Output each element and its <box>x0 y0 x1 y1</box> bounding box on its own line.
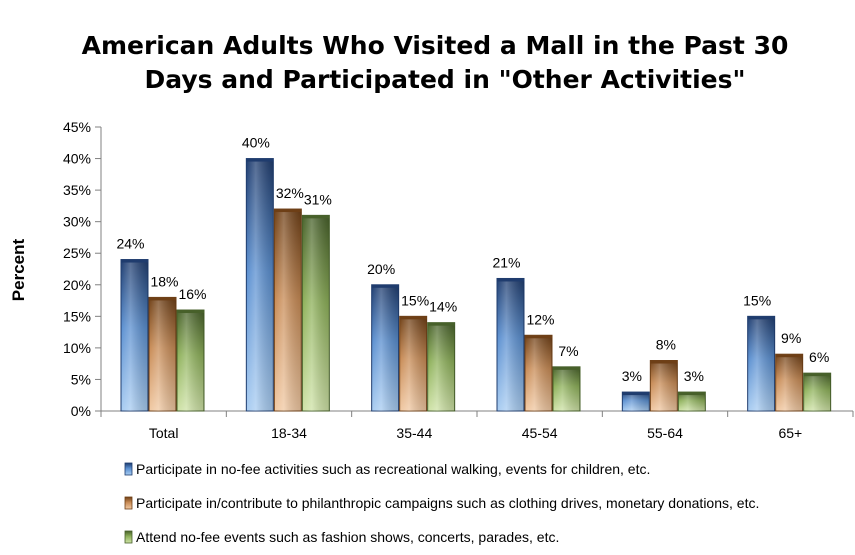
bar <box>496 277 525 412</box>
bar <box>176 309 205 412</box>
bar <box>399 315 428 412</box>
bar <box>245 158 274 412</box>
data-label: 14% <box>429 299 457 315</box>
bar <box>301 214 330 412</box>
bar <box>803 372 832 412</box>
legend-item: Attend no-fee events such as fashion sho… <box>124 529 559 545</box>
legend-label: Participate in no-fee activities such as… <box>136 461 650 477</box>
data-label: 24% <box>116 236 144 252</box>
x-axis: Total 18-34 35-44 45-54 55-64 65+ <box>100 410 854 441</box>
y-axis: 0% 5% 10% 15% 20% 25% 30% 35% 40% 45% <box>63 119 102 419</box>
x-tick-label: 55-64 <box>647 425 683 441</box>
legend-swatch <box>124 462 133 476</box>
data-label: 12% <box>526 311 554 327</box>
bar <box>747 315 776 412</box>
x-tick-label: 65+ <box>778 425 802 441</box>
data-label: 15% <box>743 292 771 308</box>
data-label: 9% <box>781 330 801 346</box>
chart-title: American Adults Who Visited a Mall in th… <box>82 31 789 94</box>
bars <box>120 158 832 412</box>
y-tick-label: 40% <box>63 151 91 167</box>
legend-swatch <box>124 530 133 544</box>
y-tick-label: 25% <box>63 245 91 261</box>
title-line-2: Days and Participated in "Other Activiti… <box>144 65 745 94</box>
x-tick-label: Total <box>149 425 179 441</box>
y-tick-label: 0% <box>71 403 91 419</box>
bar <box>649 360 678 412</box>
y-tick-label: 35% <box>63 182 91 198</box>
data-label: 3% <box>684 368 704 384</box>
data-label: 32% <box>276 185 304 201</box>
legend-label: Attend no-fee events such as fashion sho… <box>136 529 559 545</box>
y-tick-label: 20% <box>63 277 91 293</box>
y-tick-label: 30% <box>63 214 91 230</box>
x-tick-label: 45-54 <box>522 425 558 441</box>
y-tick-label: 5% <box>71 371 91 387</box>
legend-item: Participate in/contribute to philanthrop… <box>124 495 759 511</box>
data-label: 8% <box>656 337 676 353</box>
y-tick-label: 15% <box>63 308 91 324</box>
bar <box>148 296 177 412</box>
data-label: 31% <box>304 191 332 207</box>
y-axis-label: Percent <box>9 238 28 301</box>
data-label: 16% <box>178 286 206 302</box>
y-tick-label: 45% <box>63 119 91 135</box>
bar <box>120 259 149 412</box>
data-label: 20% <box>367 261 395 277</box>
bar <box>552 366 581 412</box>
bar <box>621 391 650 412</box>
bar <box>524 334 553 412</box>
x-tick-label: 35-44 <box>396 425 432 441</box>
bar <box>371 284 400 412</box>
data-labels: 24% 40% 20% 21% 3% 15% 18% 32% 15% 12% 8% 9% 16% 31% 1… <box>116 135 829 385</box>
legend-item: Participate in no-fee activities such as… <box>124 461 650 477</box>
data-label: 15% <box>401 292 429 308</box>
bar <box>427 322 456 412</box>
legend-swatch <box>124 496 133 510</box>
bar <box>273 208 302 412</box>
title-line-1: American Adults Who Visited a Mall in th… <box>82 31 789 60</box>
legend-label: Participate in/contribute to philanthrop… <box>136 495 759 511</box>
data-label: 40% <box>242 135 270 151</box>
data-label: 21% <box>492 254 520 270</box>
legend: Participate in no-fee activities such as… <box>124 461 759 545</box>
bar <box>775 353 804 412</box>
bar <box>677 391 706 412</box>
data-label: 3% <box>622 368 642 384</box>
y-tick-label: 10% <box>63 340 91 356</box>
data-label: 7% <box>558 343 578 359</box>
data-label: 6% <box>809 349 829 365</box>
x-tick-label: 18-34 <box>271 425 307 441</box>
data-label: 18% <box>150 273 178 289</box>
